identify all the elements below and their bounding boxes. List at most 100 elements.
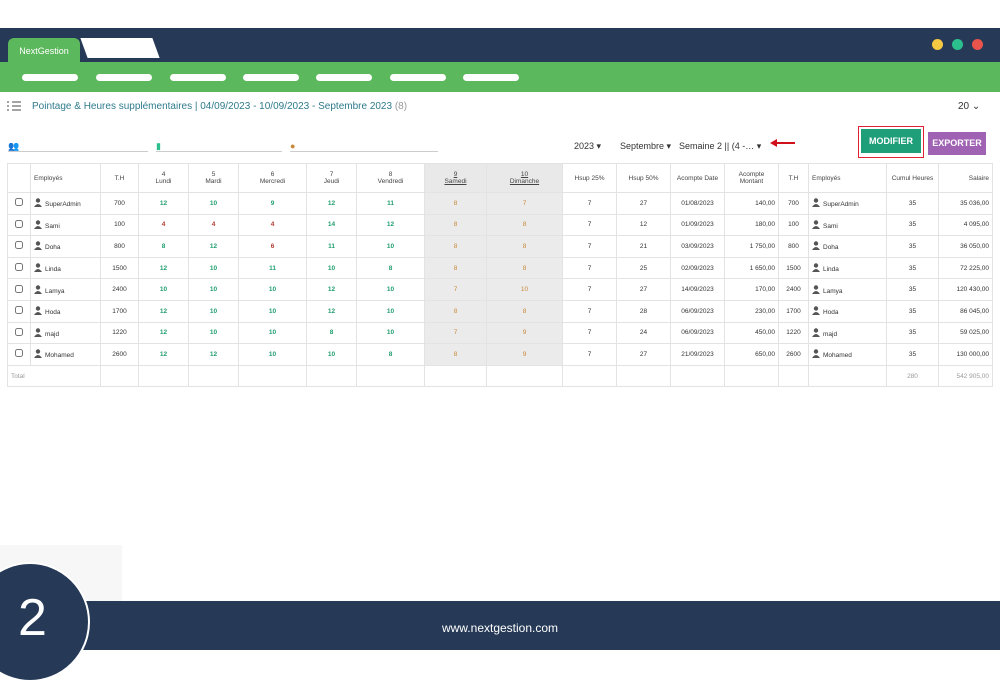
- year-select[interactable]: 2023 ▾: [574, 141, 602, 151]
- table-cell: 72 225,00: [938, 256, 993, 280]
- table-cell: 12: [616, 213, 671, 237]
- menu-item[interactable]: [170, 74, 226, 81]
- menu-item[interactable]: [316, 74, 372, 81]
- total-row: Total 280 542 905,00: [7, 364, 993, 388]
- table-cell: 12: [188, 343, 239, 366]
- user-icon: [812, 241, 820, 251]
- menu-item[interactable]: [243, 74, 299, 81]
- tab[interactable]: [80, 38, 160, 58]
- employee-name: Hoda: [45, 309, 61, 317]
- table-cell: 10: [188, 299, 239, 323]
- table-cell: [356, 364, 425, 388]
- table-cell: [562, 364, 617, 388]
- menu-item[interactable]: [463, 74, 519, 81]
- table-cell: 140,00: [724, 192, 779, 215]
- table-cell: 12: [138, 343, 189, 366]
- table-cell: 35: [886, 256, 939, 280]
- table-cell: 27: [616, 278, 671, 301]
- department-select[interactable]: ▮: [156, 141, 282, 152]
- checkbox-cell: [7, 235, 31, 258]
- table-cell: 14: [306, 213, 357, 237]
- table-cell: 59 025,00: [938, 321, 993, 345]
- table-cell: 10: [238, 278, 307, 301]
- employee-select[interactable]: ●: [290, 141, 438, 152]
- week: Semaine 2 || (4 -…: [679, 141, 755, 151]
- table-cell: 1700: [778, 299, 809, 323]
- header-cell: 7 Jeudi: [306, 163, 357, 193]
- table-cell: 03/09/2023: [670, 235, 725, 258]
- table-cell: 10: [486, 278, 563, 301]
- table-cell: Lamya: [808, 278, 887, 301]
- table-cell: 9: [486, 343, 563, 366]
- table-cell: 12: [306, 299, 357, 323]
- table-cell: 4: [238, 213, 307, 237]
- header-cell: 10 Dimanche: [486, 163, 563, 193]
- checkbox-cell: [7, 321, 31, 345]
- table-cell: 130 000,00: [938, 343, 993, 366]
- user-icon: [34, 328, 42, 337]
- row-checkbox[interactable]: [15, 327, 23, 336]
- row-checkbox[interactable]: [15, 284, 23, 293]
- table-cell: 1220: [778, 321, 809, 345]
- modify-button[interactable]: MODIFIER: [861, 129, 921, 153]
- user-icon: [34, 349, 42, 359]
- row-checkbox[interactable]: [15, 241, 23, 250]
- header-bottom: Mercredi: [259, 178, 286, 185]
- row-checkbox[interactable]: [15, 263, 23, 272]
- table-cell: Mohamed: [30, 343, 101, 366]
- month-select[interactable]: Septembre ▾: [620, 141, 672, 151]
- week-select[interactable]: Semaine 2 || (4 -… ▾: [679, 141, 762, 151]
- table-cell: [670, 364, 725, 388]
- table-cell: 8: [424, 192, 487, 215]
- menu-item[interactable]: [96, 74, 152, 81]
- table-cell: 21/09/2023: [670, 343, 725, 366]
- table-cell: Mohamed: [808, 343, 887, 366]
- table-cell: 1500: [100, 256, 139, 280]
- table-cell: 02/09/2023: [670, 256, 725, 280]
- group-select[interactable]: 👥: [8, 141, 148, 152]
- employee-name: SuperAdmin: [823, 201, 859, 209]
- data-row: Lamya 2400 10 10 10 12 10 7 10 7 27 14/09/2023 170,0…: [7, 278, 993, 301]
- table-cell: [238, 364, 307, 388]
- menu-item[interactable]: [22, 74, 78, 81]
- page-size[interactable]: 20 ⌄: [958, 101, 981, 112]
- table-cell: [778, 364, 809, 388]
- modify-button-frame: MODIFIER: [858, 126, 924, 158]
- row-checkbox[interactable]: [15, 306, 23, 315]
- table-cell: 8: [424, 235, 487, 258]
- row-checkbox[interactable]: [15, 349, 23, 358]
- table-cell: 10: [238, 343, 307, 366]
- row-checkbox[interactable]: [15, 198, 23, 207]
- table-cell: 35: [886, 213, 939, 237]
- table-cell: 1700: [100, 299, 139, 323]
- footer: [0, 601, 1000, 650]
- table-cell: 8: [138, 235, 189, 258]
- table-cell: 36 050,00: [938, 235, 993, 258]
- total-cumul: 280: [886, 364, 939, 388]
- table-cell: 8: [424, 299, 487, 323]
- employee-name: majd: [45, 330, 60, 338]
- table-cell: 12: [138, 192, 189, 215]
- table-cell: 06/09/2023: [670, 321, 725, 345]
- tab-active[interactable]: NextGestion: [8, 38, 80, 62]
- employee-name: Doha: [823, 244, 839, 252]
- user-icon: [812, 306, 820, 316]
- data-row: Mohamed 2600 12 12 10 10 8 8 9 7 27 21/09/2023 650,0…: [7, 343, 993, 366]
- employee-name: majd: [823, 330, 838, 338]
- checkbox-cell: [7, 192, 31, 215]
- header-cell: Employés: [808, 163, 887, 193]
- table-cell: 11: [306, 235, 357, 258]
- table-cell: 2400: [778, 278, 809, 301]
- header-cell: Employés: [30, 163, 101, 193]
- user-icon: [812, 284, 820, 294]
- table-cell: 700: [778, 192, 809, 215]
- table-cell: 10: [306, 343, 357, 366]
- data-row: majd 1220 12 10 10 8 10 7 9 7 24 06/09/2023 450,00 12…: [7, 321, 993, 345]
- header-top: 8: [388, 171, 393, 178]
- header-top: 6: [270, 171, 275, 178]
- table-cell: 14/09/2023: [670, 278, 725, 301]
- export-button[interactable]: EXPORTER: [928, 132, 986, 155]
- menu-item[interactable]: [390, 74, 446, 81]
- row-checkbox[interactable]: [15, 219, 23, 228]
